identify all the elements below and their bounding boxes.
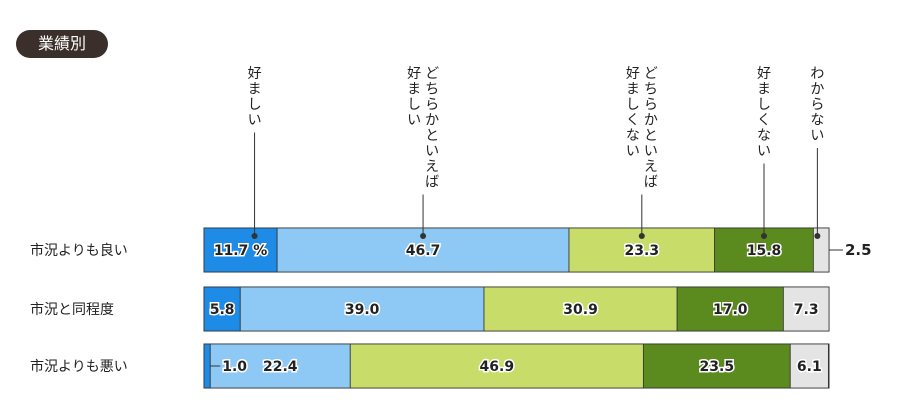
value-label: 2.5 bbox=[845, 241, 872, 259]
value-label: 1.0 bbox=[222, 359, 247, 375]
legend-text: 好 bbox=[248, 66, 262, 82]
legend-text: ま bbox=[248, 82, 262, 98]
legend-text: ち bbox=[644, 82, 658, 98]
legend-text: い bbox=[810, 128, 824, 144]
legend-text: と bbox=[644, 128, 658, 144]
legend-text: ま bbox=[407, 82, 421, 98]
legend-text: わ bbox=[810, 66, 824, 82]
legend-text: い bbox=[644, 144, 658, 160]
bar-segment bbox=[203, 343, 211, 389]
value-label: 23.5 bbox=[700, 359, 735, 375]
bar-segment bbox=[782, 286, 830, 332]
legend-text: し bbox=[626, 97, 640, 113]
legend-text: ら bbox=[425, 97, 439, 113]
bar-segment bbox=[209, 343, 351, 389]
value-label: 6.1 bbox=[797, 359, 822, 375]
bar-segment bbox=[203, 227, 278, 273]
section-badge: 業績別 bbox=[16, 30, 108, 58]
value-label: 7.3 bbox=[794, 302, 819, 318]
legend-text: い bbox=[757, 144, 771, 160]
bar-segment bbox=[349, 343, 644, 389]
value-label: 46.7 bbox=[406, 243, 441, 259]
legend-text: か bbox=[425, 113, 439, 129]
legend-text: え bbox=[425, 159, 439, 175]
legend-text: な bbox=[810, 113, 824, 129]
legend-text: ち bbox=[425, 82, 439, 98]
legend-text: し bbox=[248, 97, 262, 113]
bar-segment bbox=[676, 286, 784, 332]
legend-dot bbox=[638, 233, 645, 239]
value-label: 5.8 bbox=[210, 302, 235, 318]
bar-segment bbox=[203, 286, 241, 332]
legend-text: く bbox=[626, 113, 640, 129]
legend-text: い bbox=[425, 144, 439, 160]
legend-dot bbox=[761, 233, 767, 239]
legend-dot bbox=[420, 233, 427, 239]
value-label: 17.0 bbox=[713, 302, 748, 318]
legend-text: い bbox=[248, 113, 262, 129]
legend-text: か bbox=[810, 82, 824, 98]
legend-text: ら bbox=[644, 97, 658, 113]
legend-text: 好 bbox=[757, 66, 771, 82]
legend-text: ま bbox=[757, 82, 771, 98]
legend-text: く bbox=[757, 113, 771, 129]
legend-text: い bbox=[407, 113, 421, 129]
legend-text: ら bbox=[810, 97, 824, 113]
bar-segment bbox=[789, 343, 829, 389]
bar-segment bbox=[239, 286, 485, 332]
legend-text: 好 bbox=[407, 66, 421, 82]
legend-text: ど bbox=[644, 66, 658, 82]
value-label: 30.9 bbox=[563, 302, 598, 318]
value-label: 15.8 bbox=[747, 243, 782, 259]
value-label: 39.0 bbox=[345, 302, 380, 318]
category-label: 市況よりも良い bbox=[30, 242, 128, 259]
bar-segment bbox=[642, 343, 791, 389]
value-label: 22.4 bbox=[263, 359, 298, 375]
legend-text: と bbox=[425, 128, 439, 144]
value-label: 46.9 bbox=[480, 359, 515, 375]
legend-text: し bbox=[407, 97, 421, 113]
category-label: 市況と同程度 bbox=[30, 301, 114, 318]
legend-text: 好 bbox=[626, 66, 640, 82]
legend-text: ま bbox=[626, 82, 640, 98]
legend-text: な bbox=[626, 128, 640, 144]
category-label: 市況よりも悪い bbox=[30, 358, 128, 375]
legend-dot bbox=[814, 233, 821, 239]
legend-dot bbox=[251, 233, 258, 239]
legend-text: ば bbox=[425, 175, 439, 191]
legend-text: か bbox=[644, 113, 658, 129]
legend-text: い bbox=[626, 144, 640, 160]
value-label: 11.7 % bbox=[214, 243, 267, 259]
legend-text: ど bbox=[425, 66, 439, 82]
legend-text: ば bbox=[644, 175, 658, 191]
value-label: 23.3 bbox=[625, 243, 660, 259]
legend-text: え bbox=[644, 159, 658, 175]
legend-text: な bbox=[757, 128, 771, 144]
bar-segment bbox=[483, 286, 678, 332]
legend-text: し bbox=[757, 97, 771, 113]
